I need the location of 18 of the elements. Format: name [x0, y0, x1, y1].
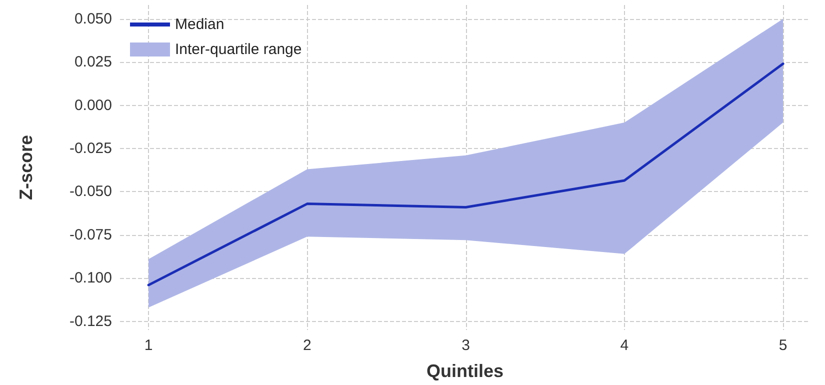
- x-tick-label: 1: [144, 337, 153, 354]
- y-tick-label: -0.025: [69, 140, 112, 157]
- x-tick-label: 3: [462, 337, 470, 354]
- y-tick-label: 0.050: [74, 10, 112, 28]
- x-tick-label: 4: [620, 337, 629, 354]
- y-tick-label: -0.050: [69, 183, 112, 200]
- x-axis-title: Quintiles: [426, 361, 504, 381]
- x-tick-label: 2: [303, 337, 312, 354]
- legend-label: Median: [175, 16, 224, 33]
- y-tick-label: -0.125: [69, 312, 112, 330]
- y-axis-title: Z-score: [16, 134, 36, 200]
- y-tick-label: -0.100: [69, 270, 112, 287]
- y-tick-label: 0.025: [74, 54, 112, 71]
- legend-label: Inter-quartile range: [175, 41, 302, 58]
- x-tick-label: 5: [778, 337, 788, 354]
- y-tick-label: -0.075: [69, 226, 112, 244]
- y-tick-label: 0.000: [74, 96, 112, 114]
- line-series: [147, 62, 784, 286]
